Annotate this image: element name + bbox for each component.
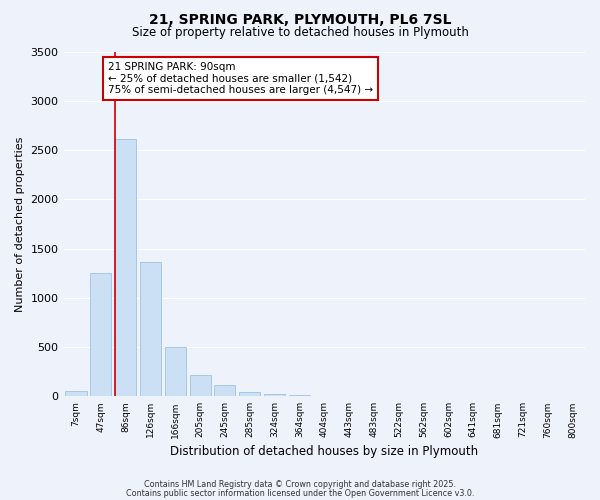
Bar	[115, 139, 136, 396]
Bar	[65, 392, 86, 396]
Bar	[214, 386, 235, 396]
X-axis label: Distribution of detached houses by size in Plymouth: Distribution of detached houses by size …	[170, 444, 478, 458]
Y-axis label: Number of detached properties: Number of detached properties	[15, 136, 25, 312]
Text: 21 SPRING PARK: 90sqm
← 25% of detached houses are smaller (1,542)
75% of semi-d: 21 SPRING PARK: 90sqm ← 25% of detached …	[108, 62, 373, 95]
Bar	[190, 375, 211, 396]
Text: Contains public sector information licensed under the Open Government Licence v3: Contains public sector information licen…	[126, 489, 474, 498]
Bar	[90, 273, 112, 396]
Bar	[239, 392, 260, 396]
Bar	[264, 394, 285, 396]
Text: Size of property relative to detached houses in Plymouth: Size of property relative to detached ho…	[131, 26, 469, 39]
Text: 21, SPRING PARK, PLYMOUTH, PL6 7SL: 21, SPRING PARK, PLYMOUTH, PL6 7SL	[149, 12, 451, 26]
Bar	[165, 347, 186, 397]
Bar	[140, 262, 161, 396]
Text: Contains HM Land Registry data © Crown copyright and database right 2025.: Contains HM Land Registry data © Crown c…	[144, 480, 456, 489]
